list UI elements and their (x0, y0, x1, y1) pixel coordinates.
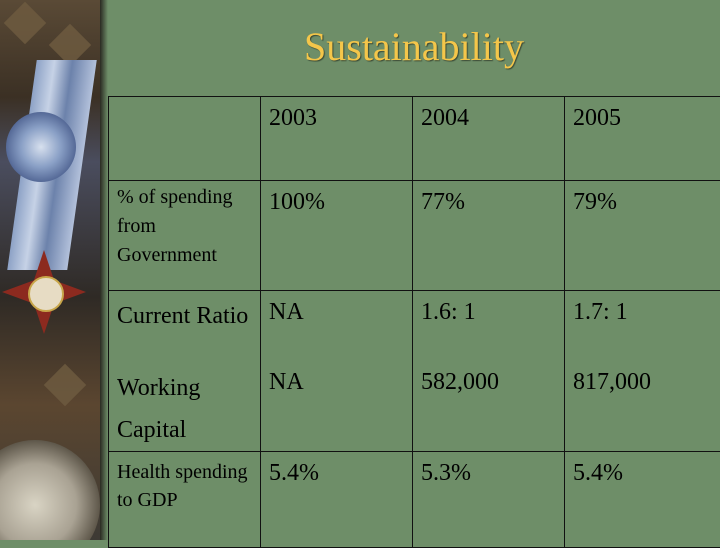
table-cell: 77% (413, 181, 565, 291)
compass-image (0, 440, 100, 540)
table-cell: 5.4% (565, 452, 720, 548)
row-label: % of spending from Government (109, 181, 261, 291)
table-row: Working Capital NA 582,000 817,000 (109, 367, 720, 452)
table-cell: 5.4% (261, 452, 413, 548)
table-cell: 1.7: 1 (565, 291, 720, 367)
table-row: Health spending to GDP 5.4% 5.3% 5.4% (109, 452, 720, 548)
header-cell-empty (109, 97, 261, 181)
row-label: Health spending to GDP (109, 452, 261, 548)
table-cell: 5.3% (413, 452, 565, 548)
medal-rosette-image (6, 112, 76, 182)
header-cell-2003: 2003 (261, 97, 413, 181)
table-cell: NA (261, 367, 413, 452)
table-cell: 817,000 (565, 367, 720, 452)
table-cell: NA (261, 291, 413, 367)
table-row: Current Ratio NA 1.6: 1 1.7: 1 (109, 291, 720, 367)
table-cell: 79% (565, 181, 720, 291)
decorative-image-strip (0, 0, 100, 540)
header-cell-2005: 2005 (565, 97, 720, 181)
table-cell: 100% (261, 181, 413, 291)
strip-edge-shadow (100, 0, 108, 540)
row-label: Working Capital (109, 367, 261, 452)
slide-title: Sustainability (108, 22, 720, 72)
sustainability-table: 2003 2004 2005 % of spending from Govern… (108, 96, 720, 548)
table-cell: 582,000 (413, 367, 565, 452)
medal-cross-center-image (28, 276, 64, 312)
header-cell-2004: 2004 (413, 97, 565, 181)
tile-decoration (44, 364, 86, 406)
table-row: % of spending from Government 100% 77% 7… (109, 181, 720, 291)
table-header-row: 2003 2004 2005 (109, 97, 720, 181)
row-label: Current Ratio (109, 291, 261, 367)
table-cell: 1.6: 1 (413, 291, 565, 367)
tile-decoration (4, 2, 46, 44)
